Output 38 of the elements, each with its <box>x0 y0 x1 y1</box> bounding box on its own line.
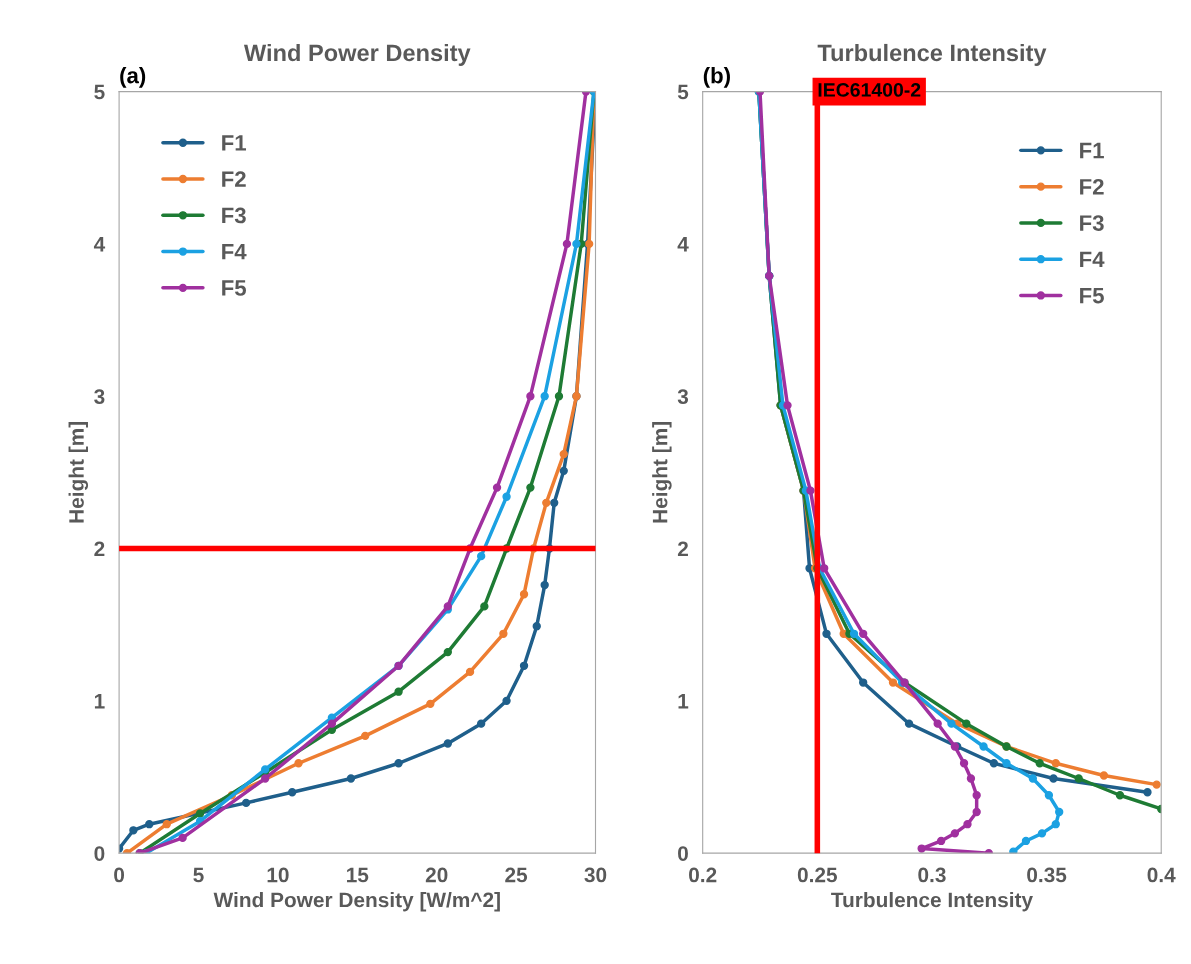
y-axis-title: Height [m] <box>68 422 89 523</box>
x-tick-label: 0.3 <box>918 867 946 883</box>
legend-label: F1 <box>1080 142 1104 159</box>
x-tick-label: 0.35 <box>1027 867 1067 883</box>
y-tick-label: 4 <box>93 237 106 252</box>
x-tick-label: 10 <box>267 867 289 883</box>
x-tick-label: 0.4 <box>1147 867 1176 883</box>
y-tick-label: 2 <box>94 541 105 557</box>
chart-title: Wind Power Density <box>243 43 471 66</box>
y-tick-label: 1 <box>678 694 689 709</box>
x-tick-label: 30 <box>584 867 607 883</box>
legend-label: F2 <box>1080 178 1104 195</box>
text: (b) <box>703 67 730 88</box>
x-tick-label: 20 <box>425 867 448 883</box>
y-tick-label: 0 <box>678 846 688 861</box>
x-tick-label: 0.2 <box>689 867 717 883</box>
y-tick-label: 0 <box>94 846 105 861</box>
legend-label: F3 <box>1080 215 1104 231</box>
x-tick-label: 5 <box>193 867 204 883</box>
legend-label: F5 <box>1080 287 1104 304</box>
y-tick-label: 1 <box>94 694 105 709</box>
legend-label: F4 <box>1080 251 1105 267</box>
x-tick-label: 15 <box>347 867 369 883</box>
y-tick-label: 5 <box>677 84 689 100</box>
y-tick-label: 5 <box>94 84 105 100</box>
x-tick-label: 25 <box>505 867 528 883</box>
y-tick-label: 4 <box>677 237 689 252</box>
y-tick-label: 3 <box>94 389 105 404</box>
x-tick-label: 0.25 <box>797 867 838 883</box>
y-tick-label: 3 <box>677 389 689 404</box>
y-axis-title: Height [m] <box>652 422 672 523</box>
y-tick-label: 2 <box>677 541 688 557</box>
x-tick-label: 0 <box>114 867 125 883</box>
chart-title: Turbulence Intensity <box>817 43 1047 66</box>
text: (a) <box>120 67 146 88</box>
x-axis-title: Wind Power Density [W/m^2] <box>213 892 500 912</box>
ref-line-label: IEC61400-2 <box>818 83 921 97</box>
x-axis-title: Turbulence Intensity <box>831 892 1033 912</box>
